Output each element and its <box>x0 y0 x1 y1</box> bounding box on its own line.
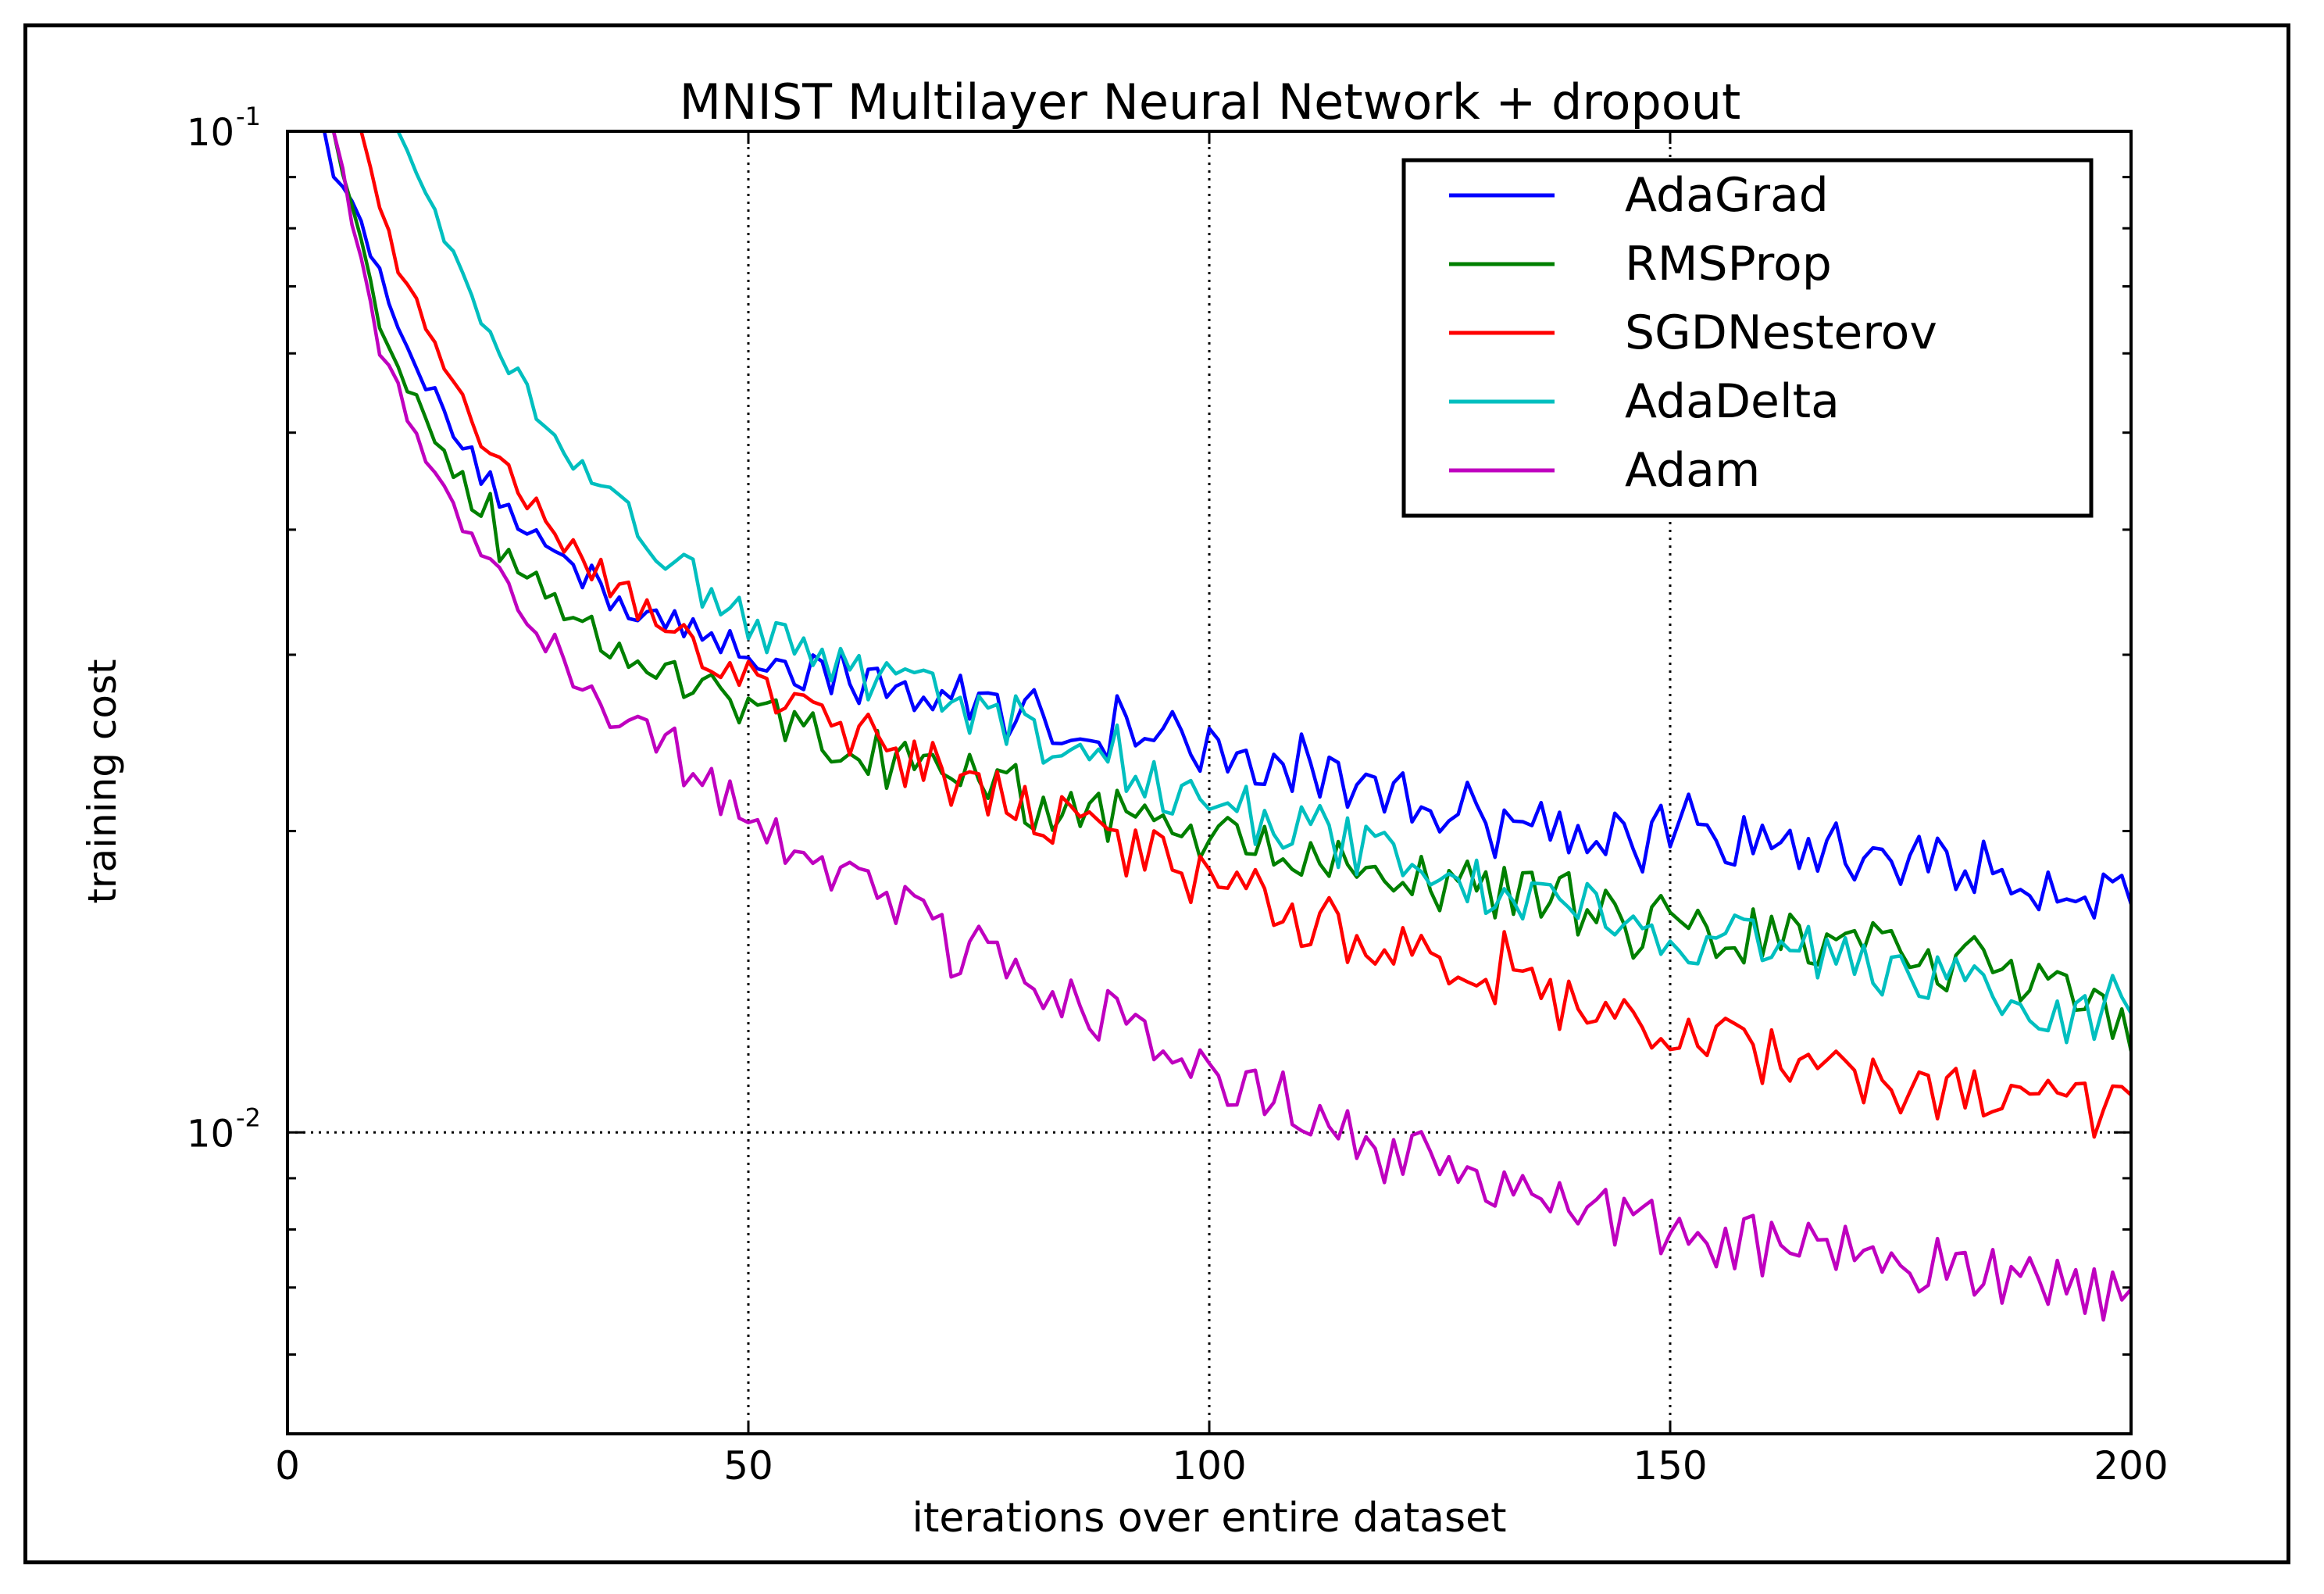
legend-label: RMSProp <box>1625 237 1832 291</box>
y-tick-label-base: 10 <box>187 1112 234 1156</box>
series-line-adadelta <box>396 131 2131 1045</box>
series-line-adagrad <box>322 131 2131 920</box>
y-tick-label-exponent: -2 <box>236 1103 261 1132</box>
chart-title: MNIST Multilayer Neural Network + dropou… <box>680 73 1741 130</box>
legend-label: Adam <box>1625 443 1760 498</box>
x-tick-label: 50 <box>723 1443 773 1489</box>
y-tick-label: 10 -2 <box>187 1103 261 1156</box>
x-axis-label: iterations over entire dataset <box>912 1495 1507 1542</box>
y-tick-label-base: 10 <box>187 111 234 155</box>
legend-label: AdaGrad <box>1625 168 1829 223</box>
y-tick-label: 10 -1 <box>187 102 261 155</box>
y-tick-label-exponent: -1 <box>236 102 261 131</box>
legend: AdaGrad RMSProp SGDNesterov AdaDelta Adam <box>1401 158 2094 518</box>
series-line-sgdnesterov <box>359 131 2131 1139</box>
y-axis-label: training cost <box>80 659 125 903</box>
series-line-rmsprop <box>331 131 2131 1052</box>
legend-label: AdaDelta <box>1625 374 1840 429</box>
series-line-adam <box>331 131 2131 1322</box>
legend-label: SGDNesterov <box>1625 306 1937 360</box>
figure-frame <box>23 23 2290 1564</box>
x-tick-label: 100 <box>1172 1443 1246 1489</box>
grid-layer <box>287 131 2131 1434</box>
series-layer <box>322 131 2131 1322</box>
x-tick-label: 0 <box>275 1443 300 1489</box>
x-tick-label: 150 <box>1633 1443 1707 1489</box>
x-tick-label: 200 <box>2094 1443 2168 1489</box>
legend-box <box>1401 158 2094 518</box>
